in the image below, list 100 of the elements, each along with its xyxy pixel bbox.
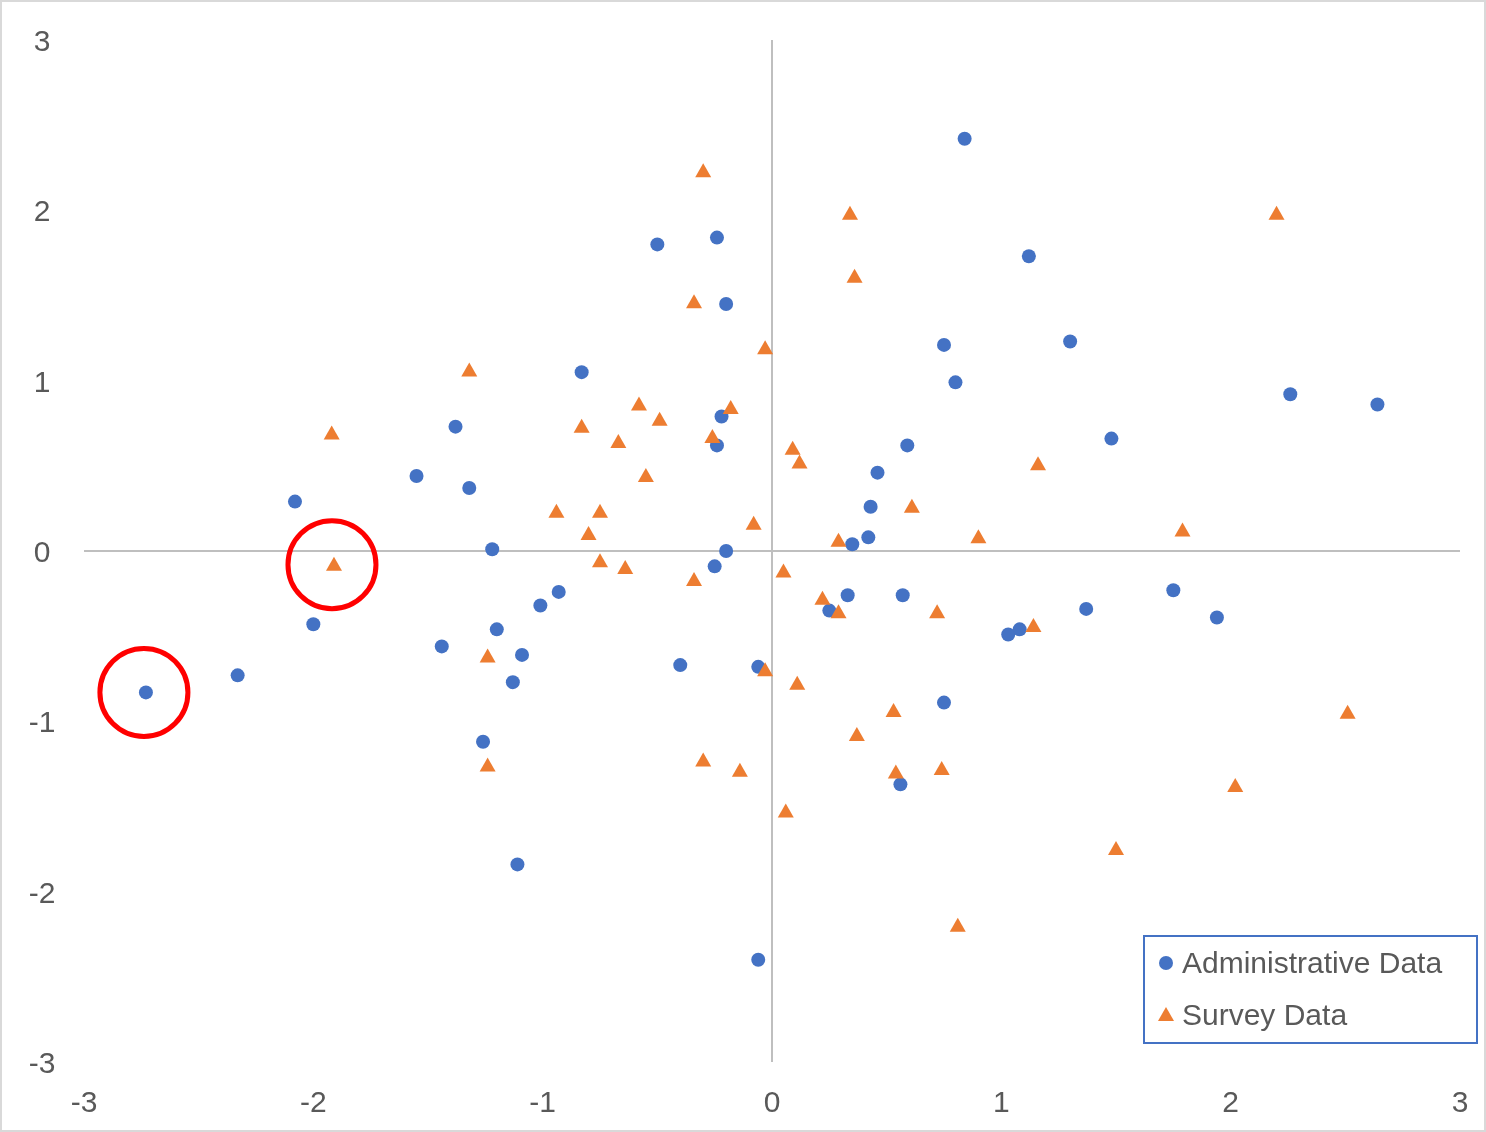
- point: [574, 365, 589, 380]
- point: [714, 409, 729, 424]
- point: [709, 230, 724, 245]
- x-tick-label: 3: [1451, 1085, 1469, 1118]
- point: [957, 131, 972, 146]
- point: [731, 762, 748, 777]
- point: [903, 498, 920, 513]
- x-tick-label: -2: [299, 1085, 327, 1118]
- point: [900, 438, 915, 453]
- point: [704, 428, 721, 443]
- x-tick-label: 1: [992, 1085, 1010, 1118]
- point: [505, 675, 520, 690]
- point: [861, 530, 876, 545]
- y-tick-label: 1: [33, 364, 51, 398]
- point: [789, 675, 806, 690]
- point: [617, 560, 634, 575]
- point: [1012, 622, 1027, 637]
- point: [1001, 627, 1016, 642]
- point: [757, 662, 774, 677]
- point: [1174, 522, 1191, 537]
- point: [1268, 205, 1285, 220]
- point: [937, 695, 951, 710]
- point: [551, 584, 566, 599]
- point: [751, 952, 766, 967]
- point: [573, 418, 590, 433]
- point: [610, 433, 627, 448]
- point: [1166, 583, 1181, 598]
- point: [1227, 778, 1244, 793]
- point: [830, 532, 847, 547]
- point: [592, 503, 608, 518]
- point: [461, 362, 478, 377]
- y-tick-label: -2: [28, 875, 56, 909]
- point: [434, 639, 449, 654]
- point: [707, 559, 722, 574]
- point: [887, 764, 904, 779]
- point: [533, 598, 548, 613]
- point: [1339, 704, 1356, 719]
- point: [1063, 334, 1078, 349]
- point: [409, 469, 424, 484]
- point: [630, 396, 647, 411]
- point: [686, 571, 703, 586]
- point: [937, 337, 951, 352]
- point: [970, 529, 987, 544]
- point: [846, 268, 863, 283]
- point: [448, 419, 463, 434]
- y-tick-label: -3: [28, 1046, 56, 1079]
- point: [784, 440, 801, 455]
- point: [479, 648, 496, 663]
- x-tick-label: -3: [70, 1085, 98, 1118]
- point: [719, 297, 734, 312]
- point: [791, 454, 808, 469]
- y-tick-label: -1: [28, 705, 56, 739]
- point: [757, 340, 774, 355]
- point: [1370, 397, 1385, 412]
- point: [489, 622, 504, 637]
- point: [650, 237, 665, 252]
- point: [848, 726, 865, 741]
- point: [745, 515, 762, 530]
- x-tick-label: 0: [763, 1085, 781, 1118]
- point: [592, 553, 608, 568]
- point: [895, 588, 910, 603]
- point: [287, 494, 302, 509]
- y-tick-label: 2: [33, 194, 51, 228]
- point: [1104, 431, 1119, 446]
- point: [485, 542, 500, 557]
- point: [870, 465, 885, 480]
- point: [138, 685, 153, 700]
- x-tick-label: -1: [529, 1085, 557, 1118]
- point: [863, 499, 878, 514]
- point: [1079, 601, 1094, 616]
- legend-label: Administrative Data: [1182, 946, 1443, 979]
- point: [1283, 387, 1298, 402]
- point: [548, 503, 565, 518]
- point: [841, 205, 858, 220]
- point: [1021, 249, 1036, 264]
- point: [1108, 841, 1124, 856]
- point: [479, 757, 496, 772]
- point: [1209, 610, 1224, 625]
- point: [306, 617, 321, 632]
- point: [845, 537, 860, 552]
- point: [1025, 617, 1042, 632]
- point: [325, 556, 342, 571]
- point: [933, 761, 950, 776]
- point: [230, 668, 245, 683]
- point: [515, 647, 530, 662]
- point: [637, 468, 654, 483]
- legend-label: Survey Data: [1182, 998, 1348, 1031]
- point: [673, 658, 688, 673]
- point: [323, 425, 340, 440]
- point: [462, 480, 477, 495]
- point: [719, 544, 734, 558]
- point: [695, 163, 712, 178]
- point: [686, 294, 703, 309]
- point: [949, 917, 966, 932]
- y-tick-label: 3: [33, 24, 51, 57]
- point: [510, 857, 525, 872]
- point: [830, 604, 847, 619]
- point: [948, 375, 963, 390]
- point: [1030, 456, 1047, 471]
- point: [777, 803, 794, 818]
